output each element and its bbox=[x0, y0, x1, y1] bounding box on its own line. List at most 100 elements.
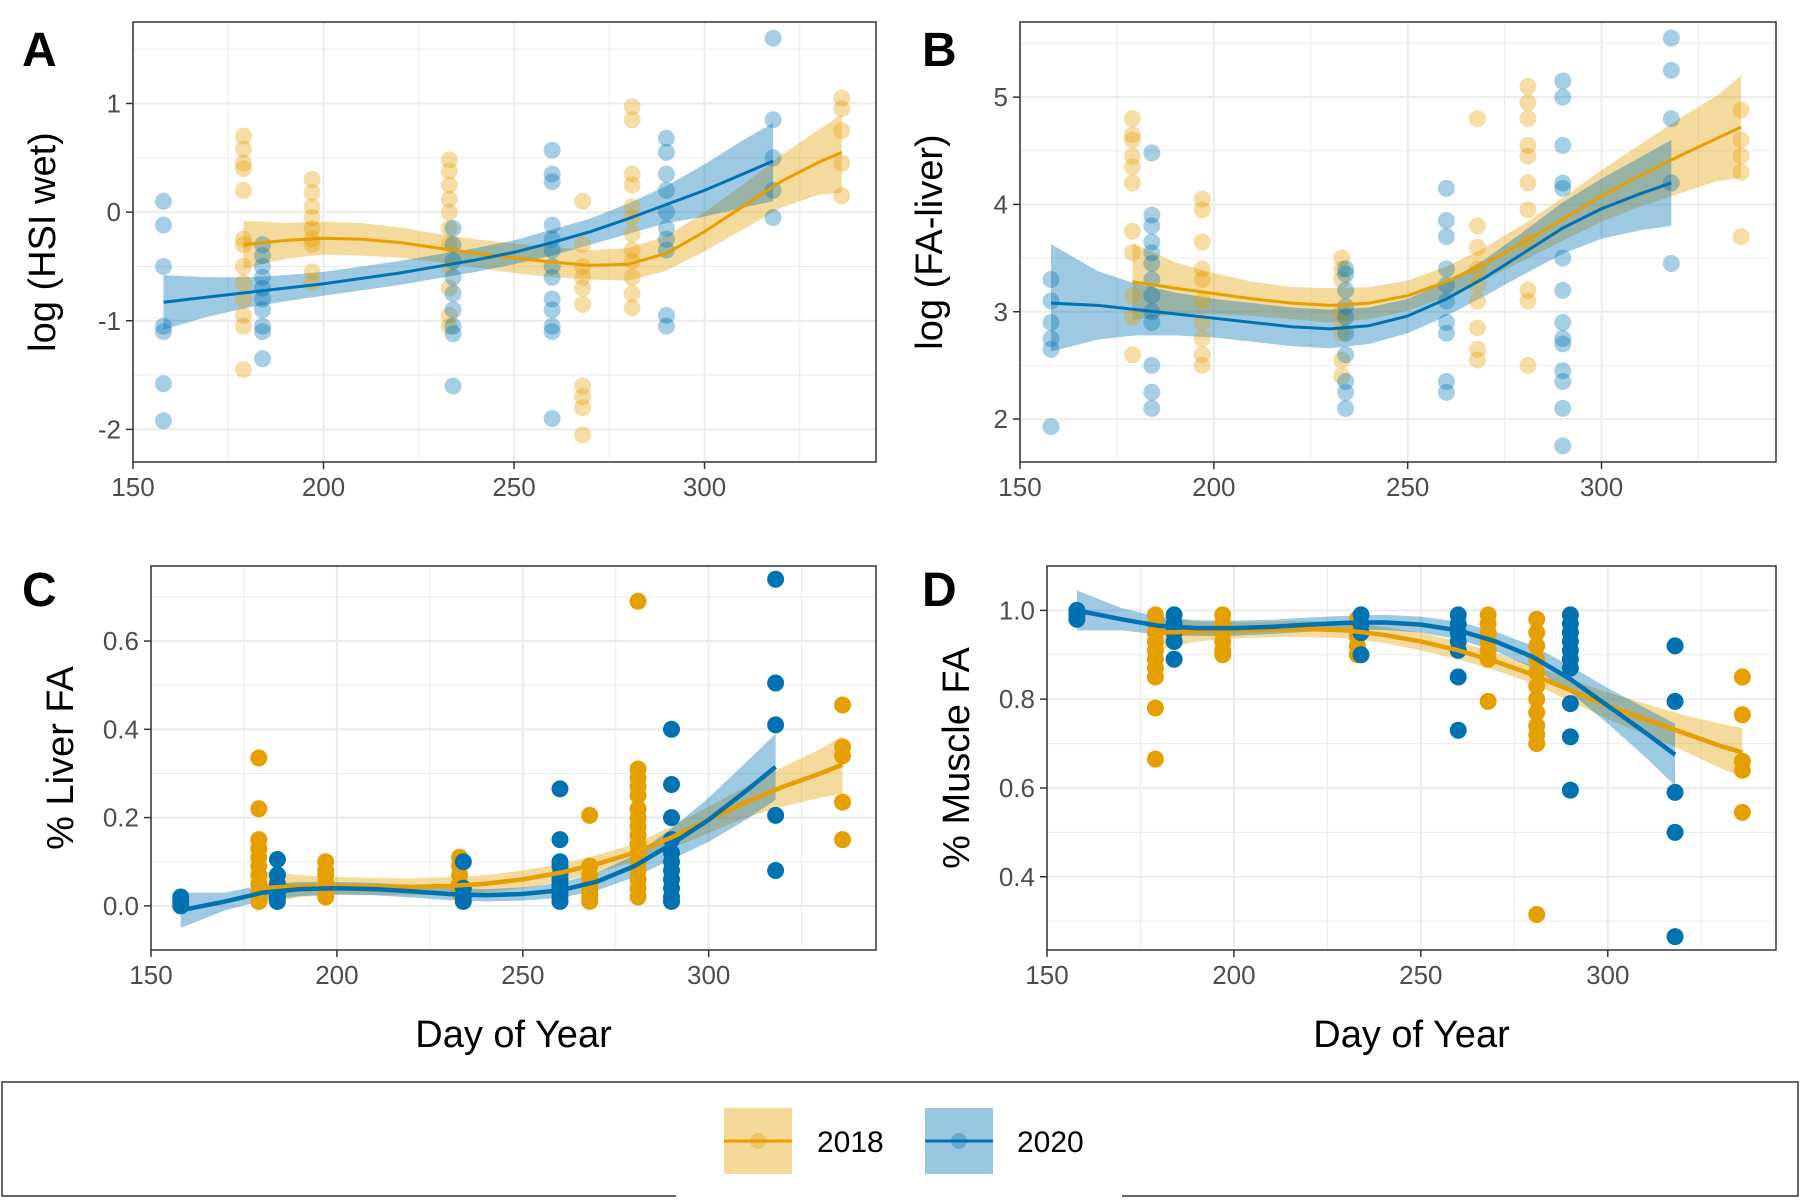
panel-c-point-2018 bbox=[317, 888, 335, 906]
panel-b-point-2020 bbox=[1554, 399, 1572, 417]
panel-b-point-2020 bbox=[1554, 174, 1572, 192]
panel-c-point-2020 bbox=[551, 892, 569, 910]
panel-b-point-2020 bbox=[1143, 356, 1161, 374]
panel-a-point-2020 bbox=[543, 165, 561, 183]
panel-d-point-2018 bbox=[1479, 692, 1497, 710]
panel-c-x-tick-label: 200 bbox=[315, 960, 358, 990]
panel-a-point-2018 bbox=[623, 165, 641, 183]
panel-d-point-2020 bbox=[1165, 632, 1183, 650]
legend-box-gap bbox=[676, 1193, 1122, 1199]
panel-a-point-2018 bbox=[234, 306, 252, 324]
panel-b-point-2018 bbox=[1519, 356, 1537, 374]
panel-a-point-2018 bbox=[623, 285, 641, 303]
panel-b-x-tick-label: 250 bbox=[1386, 472, 1429, 502]
panel-a-point-2020 bbox=[154, 192, 172, 210]
panel-b-point-2018 bbox=[1519, 77, 1537, 95]
panel-d-point-2018 bbox=[1528, 690, 1546, 708]
panel-a-point-2018 bbox=[574, 377, 592, 395]
panel-a-point-2018 bbox=[234, 160, 252, 178]
panel-d-point-2018 bbox=[1528, 610, 1546, 628]
panel-a-point-2018 bbox=[623, 176, 641, 194]
panel-a-fit-line-2020 bbox=[163, 159, 774, 304]
panel-b-border bbox=[1019, 21, 1777, 463]
panel-a-point-2020 bbox=[444, 285, 462, 303]
panel-d-point-2020 bbox=[1449, 668, 1467, 686]
panel-b-point-2018 bbox=[1519, 201, 1537, 219]
panel-b-point-2018 bbox=[1123, 308, 1141, 326]
panel-d-point-2018 bbox=[1528, 637, 1546, 655]
panel-a-point-2020 bbox=[254, 317, 272, 335]
panel-a-point-2018 bbox=[440, 176, 458, 194]
panel-b-point-2020 bbox=[1554, 179, 1572, 197]
panel-a-point-2018 bbox=[234, 361, 252, 379]
panel-a-point-2018 bbox=[303, 209, 321, 227]
panel-a-point-2020 bbox=[444, 219, 462, 237]
panel-c-point-2020 bbox=[663, 809, 681, 827]
panel-a-point-2020 bbox=[154, 412, 172, 430]
panel-b-point-2018 bbox=[1123, 110, 1141, 128]
panel-b-point-2020 bbox=[1143, 399, 1161, 417]
panel-d-point-2020 bbox=[1561, 695, 1579, 713]
panel-a-point-2020 bbox=[154, 216, 172, 234]
panel-a-point-2018 bbox=[440, 306, 458, 324]
panel-a-point-2020 bbox=[254, 236, 272, 254]
panel-b-point-2018 bbox=[1732, 101, 1750, 119]
panel-a-point-2020 bbox=[657, 306, 675, 324]
panel-c-point-2020 bbox=[767, 570, 785, 588]
panel-b-point-2018 bbox=[1193, 346, 1211, 364]
panel-c-point-2018 bbox=[834, 831, 852, 849]
panel-b-point-2020 bbox=[1143, 244, 1161, 262]
panel-a-point-2020 bbox=[254, 301, 272, 319]
panel-a-point-2020 bbox=[254, 350, 272, 368]
panel-a-point-2018 bbox=[440, 219, 458, 237]
panel-d-point-2020 bbox=[1068, 610, 1086, 628]
panel-a-point-2020 bbox=[543, 317, 561, 335]
panel-b-point-2020 bbox=[1437, 228, 1455, 246]
panel-a-point-2020 bbox=[154, 323, 172, 341]
panel-b-point-2018 bbox=[1333, 249, 1351, 267]
panel-d-point-2020 bbox=[1666, 637, 1684, 655]
panel-c-x-tick-label: 150 bbox=[129, 960, 172, 990]
panel-b-point-2020 bbox=[1337, 260, 1355, 278]
panel-a-point-2018 bbox=[234, 140, 252, 158]
panel-b-point-2018 bbox=[1468, 340, 1486, 358]
panel-d-point-2018 bbox=[1528, 703, 1546, 721]
panel-a-point-2018 bbox=[234, 127, 252, 145]
panel-a-point-2020 bbox=[657, 317, 675, 335]
panel-d-point-2018 bbox=[1146, 699, 1164, 717]
panel-d-point-2018 bbox=[1214, 646, 1232, 664]
panel-a-point-2020 bbox=[657, 230, 675, 248]
panel-c-point-2020 bbox=[767, 806, 785, 824]
panel-d: D 150 200 250 300 0.4 0.6 0.8 1.0 % Muscle FA Day… bbox=[922, 564, 1777, 1056]
panel-a-point-2018 bbox=[574, 268, 592, 286]
panel-a-point-2020 bbox=[444, 268, 462, 286]
panel-c-x-tick-label: 250 bbox=[501, 960, 544, 990]
panel-a-point-2020 bbox=[543, 173, 561, 191]
panel-a-y-axis-title: log (HSI wet) bbox=[22, 132, 64, 352]
panel-a-point-2020 bbox=[154, 375, 172, 393]
panel-b-point-2018 bbox=[1123, 126, 1141, 144]
panel-b-point-2020 bbox=[1143, 313, 1161, 331]
panel-b-point-2020 bbox=[1554, 330, 1572, 348]
panel-a-point-2020 bbox=[657, 203, 675, 221]
panel-d-point-2018 bbox=[1528, 905, 1546, 923]
legend-key-2020 bbox=[925, 1108, 993, 1174]
panel-d-band-2020 bbox=[1076, 590, 1676, 786]
panel-a-point-2020 bbox=[154, 317, 172, 335]
panel-c-x-tick-label: 300 bbox=[687, 960, 730, 990]
panel-c-point-2020 bbox=[268, 851, 286, 869]
panel-b-band-2018 bbox=[1132, 75, 1742, 323]
panel-b-point-2018 bbox=[1123, 222, 1141, 240]
panel-d-x-tick-label: 250 bbox=[1399, 960, 1442, 990]
panel-b-point-2020 bbox=[1554, 313, 1572, 331]
panel-a-point-2018 bbox=[234, 257, 252, 275]
panel-b-point-2018 bbox=[1333, 271, 1351, 289]
panel-b-point-2020 bbox=[1554, 136, 1572, 154]
panel-b-point-2020 bbox=[1554, 335, 1572, 353]
panel-a-point-2018 bbox=[440, 162, 458, 180]
panel-d-point-2020 bbox=[1352, 646, 1370, 664]
panel-d-y-tick-label: 1.0 bbox=[999, 595, 1035, 625]
panel-b-point-2020 bbox=[1554, 362, 1572, 380]
panel-b-point-2020 bbox=[1437, 212, 1455, 230]
panel-a-letter: A bbox=[22, 24, 57, 77]
